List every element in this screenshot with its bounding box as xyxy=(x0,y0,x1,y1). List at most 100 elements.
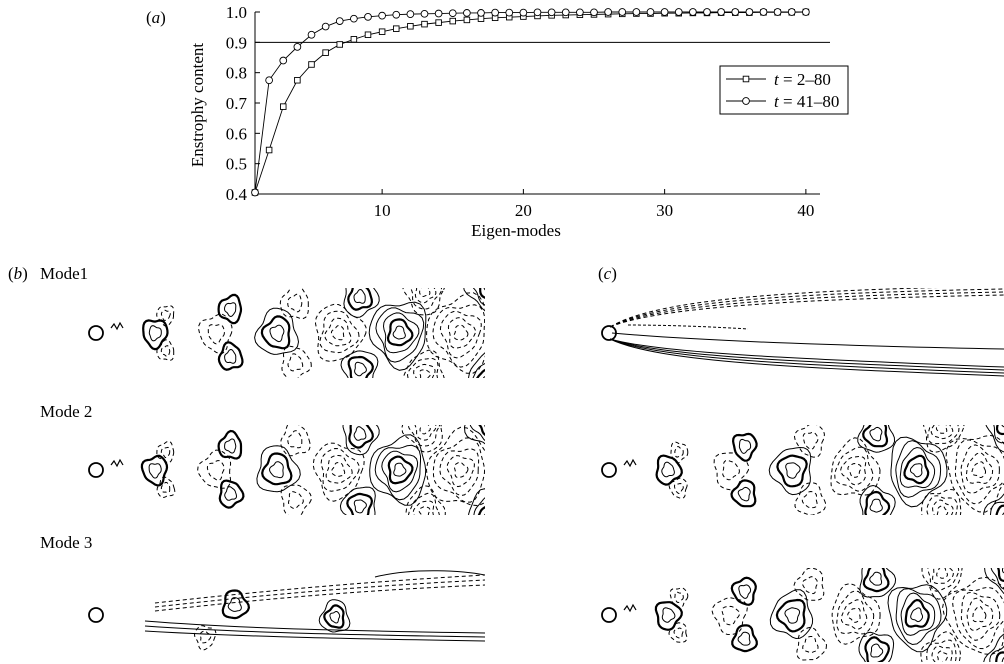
negative-contour xyxy=(401,425,443,453)
data-point-circle xyxy=(632,8,641,16)
positive-contour xyxy=(347,288,374,311)
positive-contour xyxy=(144,625,485,638)
positive-contour xyxy=(904,598,930,628)
positive-contour xyxy=(374,570,485,578)
contour-b-mode-1 xyxy=(88,288,485,378)
positive-contour xyxy=(995,504,1004,515)
positive-contour xyxy=(730,479,757,508)
positive-contour xyxy=(346,492,374,515)
negative-contour xyxy=(281,345,312,378)
negative-contour xyxy=(936,505,949,515)
negative-contour xyxy=(721,605,740,626)
negative-contour xyxy=(160,309,171,322)
negative-contour xyxy=(927,425,960,445)
positive-contour xyxy=(655,454,683,486)
negative-contour xyxy=(160,481,171,494)
positive-contour xyxy=(217,293,243,325)
negative-contour xyxy=(609,288,939,328)
negative-contour xyxy=(199,630,212,644)
positive-contour xyxy=(343,288,380,318)
positive-contour xyxy=(393,462,407,477)
data-point-square xyxy=(449,17,457,25)
positive-contour xyxy=(381,450,419,493)
cylinder-outline xyxy=(88,325,104,341)
data-point-circle xyxy=(561,8,570,17)
negative-contour xyxy=(935,425,948,434)
negative-contour xyxy=(834,446,874,492)
positive-contour xyxy=(269,324,285,343)
negative-contour xyxy=(936,568,948,579)
y-tick-label: 0.7 xyxy=(226,94,248,113)
positive-contour xyxy=(218,479,245,509)
negative-contour xyxy=(280,425,311,457)
negative-contour xyxy=(930,425,954,440)
positive-contour xyxy=(654,601,683,631)
series-2 xyxy=(251,8,810,197)
positive-contour xyxy=(256,445,301,493)
data-point-circle xyxy=(787,8,796,16)
x-axis-label: Eigen-modes xyxy=(471,221,561,240)
negative-contour xyxy=(802,431,819,450)
positive-contour xyxy=(217,341,244,371)
positive-contour xyxy=(144,620,485,634)
data-point-square xyxy=(742,75,750,83)
data-point-circle xyxy=(307,30,316,39)
positive-contour xyxy=(318,599,351,633)
positive-contour xyxy=(609,338,1004,371)
data-point-square xyxy=(407,23,414,30)
data-point-square xyxy=(364,31,372,39)
positive-contour xyxy=(268,461,284,479)
positive-contour xyxy=(353,499,367,514)
data-point-circle xyxy=(420,9,429,18)
negative-contour xyxy=(280,484,312,515)
data-point-circle xyxy=(293,43,302,51)
negative-contour xyxy=(405,485,446,515)
data-point-circle xyxy=(378,11,386,20)
positive-contour xyxy=(382,312,420,354)
negative-contour xyxy=(713,452,750,491)
data-point-circle xyxy=(279,56,288,65)
negative-contour xyxy=(418,506,431,515)
positive-contour xyxy=(354,361,367,377)
positive-contour xyxy=(340,350,379,378)
positive-contour xyxy=(368,301,427,371)
positive-contour xyxy=(737,486,751,502)
negative-contour xyxy=(426,292,485,374)
data-point-square xyxy=(392,25,400,32)
positive-contour xyxy=(903,454,930,485)
positive-contour xyxy=(864,490,891,515)
positive-contour xyxy=(392,325,406,340)
data-point-square xyxy=(378,28,386,35)
positive-contour xyxy=(776,454,808,488)
positive-contour xyxy=(140,454,169,487)
negative-contour xyxy=(320,447,360,492)
positive-contour xyxy=(895,440,942,498)
negative-contour xyxy=(954,439,1004,505)
y-tick-label: 0.4 xyxy=(226,185,248,204)
negative-contour xyxy=(447,317,476,349)
negative-contour xyxy=(419,369,431,378)
negative-contour xyxy=(932,568,954,585)
positive-contour xyxy=(899,446,936,489)
negative-contour xyxy=(802,636,819,654)
positive-contour xyxy=(869,498,883,513)
data-point-square xyxy=(322,49,329,56)
positive-contour xyxy=(374,444,421,501)
data-point-circle xyxy=(265,76,273,85)
x-tick-label: 10 xyxy=(374,201,391,220)
positive-contour xyxy=(483,513,485,515)
positive-contour xyxy=(858,631,895,662)
data-point-circle xyxy=(392,10,401,19)
near-wake-contour xyxy=(623,458,637,468)
positive-contour xyxy=(386,318,414,347)
data-point-square xyxy=(265,146,273,154)
negative-contour xyxy=(673,627,684,639)
negative-contour xyxy=(945,434,1004,513)
negative-contour xyxy=(922,425,965,453)
negative-contour xyxy=(154,584,485,612)
data-point-circle xyxy=(251,188,259,197)
data-point-circle xyxy=(321,22,330,31)
negative-contour xyxy=(414,425,437,441)
negative-contour xyxy=(419,288,431,298)
data-point-circle xyxy=(590,8,598,17)
